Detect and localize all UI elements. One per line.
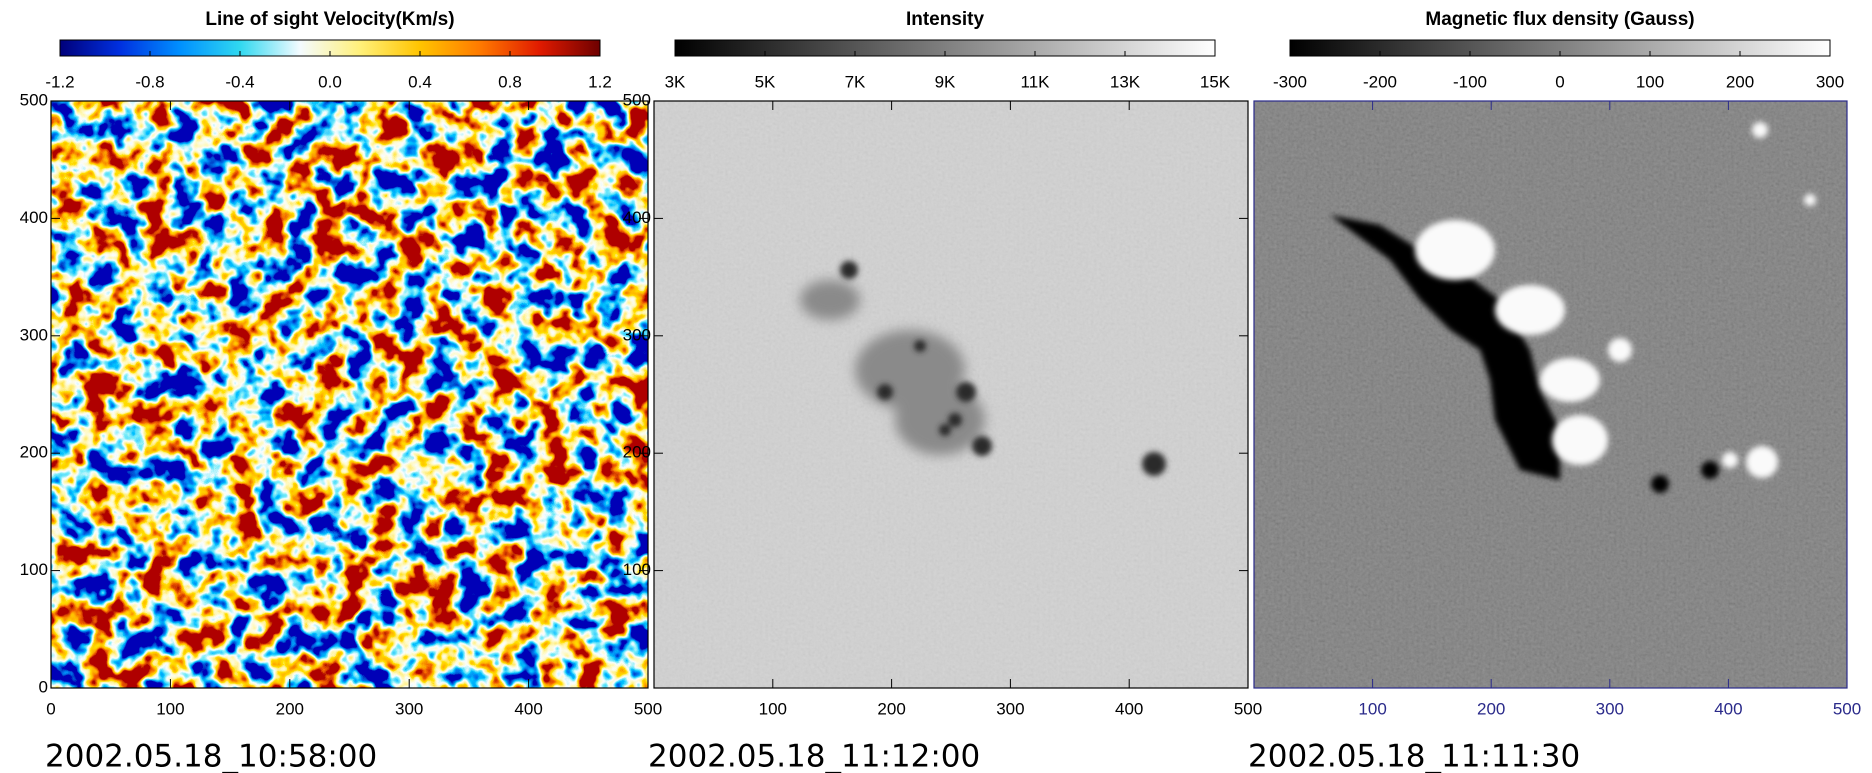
y-tick-label: 100 [20, 560, 48, 579]
timestamp: 2002.05.18_11:11:30 [1248, 739, 1580, 773]
x-tick-label: 400 [1714, 699, 1742, 718]
x-tick-label: 400 [514, 699, 542, 718]
panel-title: Line of sight Velocity(Km/s) [205, 9, 454, 30]
colorbar-tick-label: 200 [1726, 72, 1754, 91]
y-tick-label: 200 [623, 443, 651, 462]
colorbar-tick-label: -0.8 [135, 72, 164, 91]
colorbar-tick-label: 7K [845, 72, 866, 91]
colorbar-tick-label: 300 [1816, 72, 1844, 91]
x-tick-label: 400 [1115, 699, 1143, 718]
plot-frame [653, 100, 1249, 689]
timestamp: 2002.05.18_10:58:00 [45, 739, 377, 773]
x-tick-label: 300 [996, 699, 1024, 718]
y-tick-label: 400 [623, 208, 651, 227]
colorbar-tick-label: 0 [1555, 72, 1564, 91]
magnetogram-image [1254, 101, 1847, 688]
colorbar-tick-label: 0.0 [318, 72, 342, 91]
colorbar-tick-label: 15K [1200, 72, 1231, 91]
x-tick-label: 300 [395, 699, 423, 718]
y-tick-label: 200 [20, 443, 48, 462]
colorbar-tick-label: 3K [665, 72, 686, 91]
x-tick-label: 200 [1477, 699, 1505, 718]
plot-frame [1253, 100, 1848, 689]
x-tick-label: 300 [1596, 699, 1624, 718]
timestamp: 2002.05.18_11:12:00 [648, 739, 980, 773]
colorbar-tick-label: 0.8 [498, 72, 522, 91]
colorbar-tick-label: 13K [1110, 72, 1141, 91]
y-tick-label: 500 [623, 90, 651, 109]
plot-frame [50, 100, 649, 689]
colorbar-tick-label: -100 [1453, 72, 1487, 91]
x-tick-label: 500 [634, 699, 662, 718]
y-tick-label: 0 [39, 677, 48, 696]
y-tick-label: 100 [623, 560, 651, 579]
y-tick-label: 300 [623, 325, 651, 344]
velocity-image [51, 101, 648, 688]
x-tick-label: 100 [759, 699, 787, 718]
colorbar-tick-label: 5K [755, 72, 776, 91]
colorbar-tick-label: -0.4 [225, 72, 254, 91]
x-tick-label: 100 [156, 699, 184, 718]
x-tick-label: 200 [276, 699, 304, 718]
y-tick-label: 400 [20, 208, 48, 227]
intensity-image [654, 101, 1248, 688]
y-tick-label: 500 [20, 90, 48, 109]
colorbar-tick-label: -200 [1363, 72, 1397, 91]
colorbar-tick-label: 9K [935, 72, 956, 91]
y-tick-label: 300 [20, 325, 48, 344]
colorbar-tick-label: 1.2 [588, 72, 612, 91]
colorbar-tick-label: 100 [1636, 72, 1664, 91]
colorbar-tick-label: -1.2 [45, 72, 74, 91]
x-tick-label: 100 [1358, 699, 1386, 718]
colorbar-tick-label: 0.4 [408, 72, 432, 91]
panel-title: Magnetic flux density (Gauss) [1425, 9, 1694, 30]
x-tick-label: 200 [877, 699, 905, 718]
x-tick-label: 500 [1234, 699, 1262, 718]
colorbar-tick-label: 11K [1021, 72, 1051, 91]
x-tick-label: 0 [46, 699, 55, 718]
x-tick-label: 500 [1833, 699, 1861, 718]
colorbar-tick-label: -300 [1273, 72, 1307, 91]
panel-title: Intensity [906, 9, 985, 30]
